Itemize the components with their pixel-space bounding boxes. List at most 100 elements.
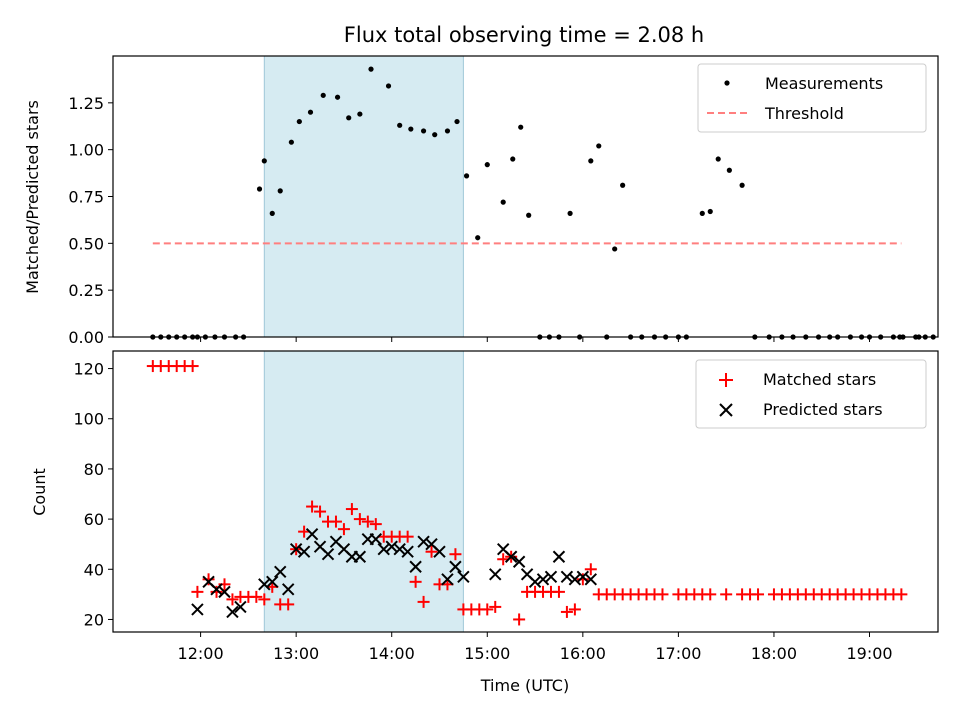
- matched-star-point: [449, 548, 462, 561]
- measurement-point: [567, 210, 573, 216]
- predicted-star-point: [568, 573, 582, 586]
- predicted-star-point: [544, 570, 558, 584]
- legend-marker-measurements: [724, 80, 730, 86]
- bottom-legend-box: [695, 359, 927, 429]
- predicted-star-point: [321, 548, 335, 561]
- predicted-star-point: [401, 545, 414, 558]
- bottom-y-ticks: 20 40 60 80 100 120: [73, 360, 113, 629]
- matched-star-point: [186, 360, 199, 373]
- bottom-y-tick-label: 80: [84, 460, 104, 479]
- x-axis-label: Time (UTC): [480, 676, 569, 695]
- matched-star-point: [489, 600, 502, 613]
- legend-marker-predicted: [719, 403, 733, 417]
- measurement-point: [288, 139, 294, 145]
- top-y-tick-label: 0.75: [68, 188, 104, 207]
- predicted-star-point: [353, 550, 367, 563]
- matched-star-point: [191, 585, 204, 598]
- matched-star-point: [481, 603, 494, 616]
- measurement-point: [420, 128, 427, 134]
- top-y-tick-label: 0.00: [68, 328, 104, 347]
- top-y-axis-label: Matched/Predicted stars: [23, 100, 42, 294]
- predicted-star-point: [289, 542, 303, 556]
- top-axes-frame: [112, 55, 939, 338]
- matched-star-point: [704, 588, 717, 601]
- measurement-point: [256, 186, 263, 192]
- bottom-y-tick-label: 20: [84, 610, 104, 629]
- measurement-point: [408, 126, 414, 132]
- matched-star-point: [425, 545, 438, 558]
- matched-star-point: [369, 518, 382, 531]
- matched-star-point: [576, 573, 589, 586]
- matched-star-point: [250, 590, 263, 603]
- bottom-legend: Matched stars Predicted stars: [695, 359, 927, 429]
- bottom-axes: 20 40 60 80 100 120 12:00 13:00 14:00 15:00 16:00…: [30, 350, 939, 695]
- bottom-y-tick-label: 60: [84, 510, 104, 529]
- predicted-star-point: [536, 573, 550, 586]
- predicted-star-point: [266, 575, 279, 589]
- predicted-star-point: [576, 570, 590, 584]
- matched-star-point: [337, 523, 350, 536]
- matched-star-point: [584, 563, 597, 576]
- predicted-star-point: [584, 573, 598, 586]
- measurement-point: [261, 158, 267, 164]
- matched-star-point: [560, 605, 573, 618]
- matched-star-point: [417, 595, 430, 608]
- predicted-star-point: [417, 535, 430, 548]
- measurement-point: [739, 182, 745, 188]
- top-legend: Measurements Threshold: [697, 63, 927, 133]
- chart-title: Flux total observing time = 2.08 h: [344, 23, 704, 47]
- x-tick-label: 13:00: [273, 644, 319, 663]
- bottom-highlight-span: [263, 350, 464, 633]
- measurement-point: [277, 188, 283, 194]
- matched-star-point: [568, 603, 581, 616]
- x-tick-label: 17:00: [655, 644, 701, 663]
- predicted-star-point: [226, 605, 239, 619]
- measurement-point: [334, 94, 341, 100]
- matched-star-point: [401, 530, 414, 543]
- bottom-series: [146, 360, 908, 626]
- top-axes: 0.00 0.25 0.50 0.75 1.00 1.25 Matched/Predict…: [23, 55, 939, 347]
- x-tick-label: 18:00: [751, 644, 797, 663]
- measurement-point: [357, 111, 363, 117]
- matched-star-point: [353, 513, 366, 526]
- matched-star-point: [298, 525, 311, 538]
- measurement-point: [432, 132, 438, 138]
- top-legend-box: [697, 63, 927, 133]
- measurement-point: [463, 173, 470, 179]
- matched-star-point: [752, 588, 765, 601]
- measurement-point: [500, 199, 506, 205]
- legend-label-measurements: Measurements: [765, 74, 883, 93]
- predicted-star-point: [512, 555, 526, 568]
- matched-star-point: [345, 503, 358, 516]
- x-tick-label: 16:00: [560, 644, 606, 663]
- measurement-point: [726, 167, 732, 173]
- predicted-star-point: [281, 583, 295, 596]
- measurement-point: [385, 83, 392, 89]
- matched-star-point: [258, 593, 271, 606]
- matched-star-point: [409, 575, 422, 588]
- predicted-star-point: [489, 568, 502, 581]
- bottom-y-tick-label: 40: [84, 560, 104, 579]
- measurement-point: [475, 235, 481, 241]
- top-y-tick-label: 0.25: [68, 281, 104, 300]
- bottom-y-tick-label: 100: [73, 410, 104, 429]
- predicted-star-point: [457, 570, 470, 584]
- matched-star-point: [202, 573, 215, 586]
- measurement-point: [269, 210, 275, 216]
- top-y-tick-label: 1.25: [68, 94, 104, 113]
- measurement-point: [612, 246, 618, 252]
- measurement-point: [715, 156, 721, 162]
- measurement-point: [596, 143, 602, 149]
- matched-star-point: [306, 500, 319, 513]
- predicted-star-point: [504, 550, 518, 563]
- matched-star-point: [513, 613, 526, 626]
- predicted-star-point: [210, 583, 223, 596]
- measurement-point: [526, 212, 532, 218]
- predicted-star-point: [258, 578, 271, 591]
- measurement-point: [368, 66, 374, 72]
- predicted-star-point: [297, 545, 311, 558]
- predicted-star-point: [191, 603, 204, 616]
- predicted-star-point: [305, 527, 319, 541]
- predicted-star-point: [449, 560, 462, 573]
